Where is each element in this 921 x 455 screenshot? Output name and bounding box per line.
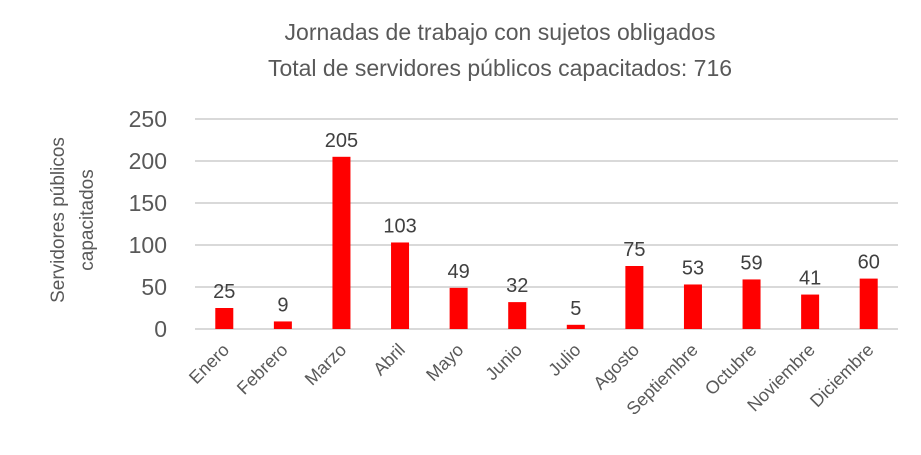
gridlines: [195, 118, 898, 330]
x-tick-label: Diciembre: [806, 340, 877, 411]
bar-mayo: [449, 287, 468, 329]
chart-title: Jornadas de trabajo con sujetos obligado…: [285, 19, 716, 45]
x-tick-label: Enero: [185, 340, 233, 388]
data-labels: 25 9 205 103 49 32 5 75 53 59 41 60: [213, 130, 880, 320]
bar-diciembre: [859, 278, 878, 329]
bar-febrero: [273, 321, 292, 329]
bar-julio: [566, 324, 585, 329]
y-tick-label: 250: [129, 106, 167, 132]
y-axis-label: Servidores públicos capacitados: [48, 137, 98, 303]
data-label: 25: [213, 281, 235, 303]
data-label: 9: [277, 294, 288, 316]
data-label: 5: [570, 298, 581, 320]
bars: [215, 156, 878, 329]
y-axis-ticks: 0 50 100 150 200 250: [129, 106, 167, 342]
y-axis-label-line-1: Servidores públicos: [48, 137, 69, 303]
y-tick-label: 200: [129, 148, 167, 174]
bar-marzo: [332, 156, 351, 329]
bar-abril: [391, 242, 410, 329]
x-tick-label: Octubre: [701, 340, 760, 399]
y-tick-label: 150: [129, 190, 167, 216]
data-label: 59: [740, 252, 762, 274]
data-label: 49: [448, 261, 470, 283]
x-axis-ticks: Enero Febrero Marzo Abril Mayo Junio Julio Agos…: [185, 340, 878, 419]
data-label: 205: [325, 130, 358, 152]
x-tick-label: Marzo: [301, 340, 351, 390]
bar-junio: [508, 302, 527, 329]
data-label: 60: [858, 252, 880, 274]
y-tick-label: 100: [129, 232, 167, 258]
bar-noviembre: [801, 294, 820, 329]
chart-subtitle: Total de servidores públicos capacitados…: [268, 55, 732, 81]
data-label: 41: [799, 268, 821, 290]
x-tick-label: Agosto: [589, 340, 643, 394]
data-label: 75: [623, 239, 645, 261]
y-tick-label: 0: [154, 316, 167, 342]
data-label: 103: [383, 215, 416, 237]
y-tick-label: 50: [141, 274, 167, 300]
x-tick-label: Febrero: [233, 340, 292, 399]
x-tick-label: Abril: [369, 340, 409, 380]
data-label: 53: [682, 257, 704, 279]
bar-octubre: [742, 279, 761, 329]
bar-enero: [215, 308, 234, 329]
y-axis-label-line-2: capacitados: [77, 169, 98, 270]
bar-agosto: [625, 266, 644, 329]
data-label: 32: [506, 275, 528, 297]
bar-septiembre: [683, 284, 702, 329]
x-tick-label: Mayo: [422, 340, 467, 385]
x-tick-label: Julio: [544, 340, 584, 380]
x-tick-label: Junio: [481, 340, 526, 385]
